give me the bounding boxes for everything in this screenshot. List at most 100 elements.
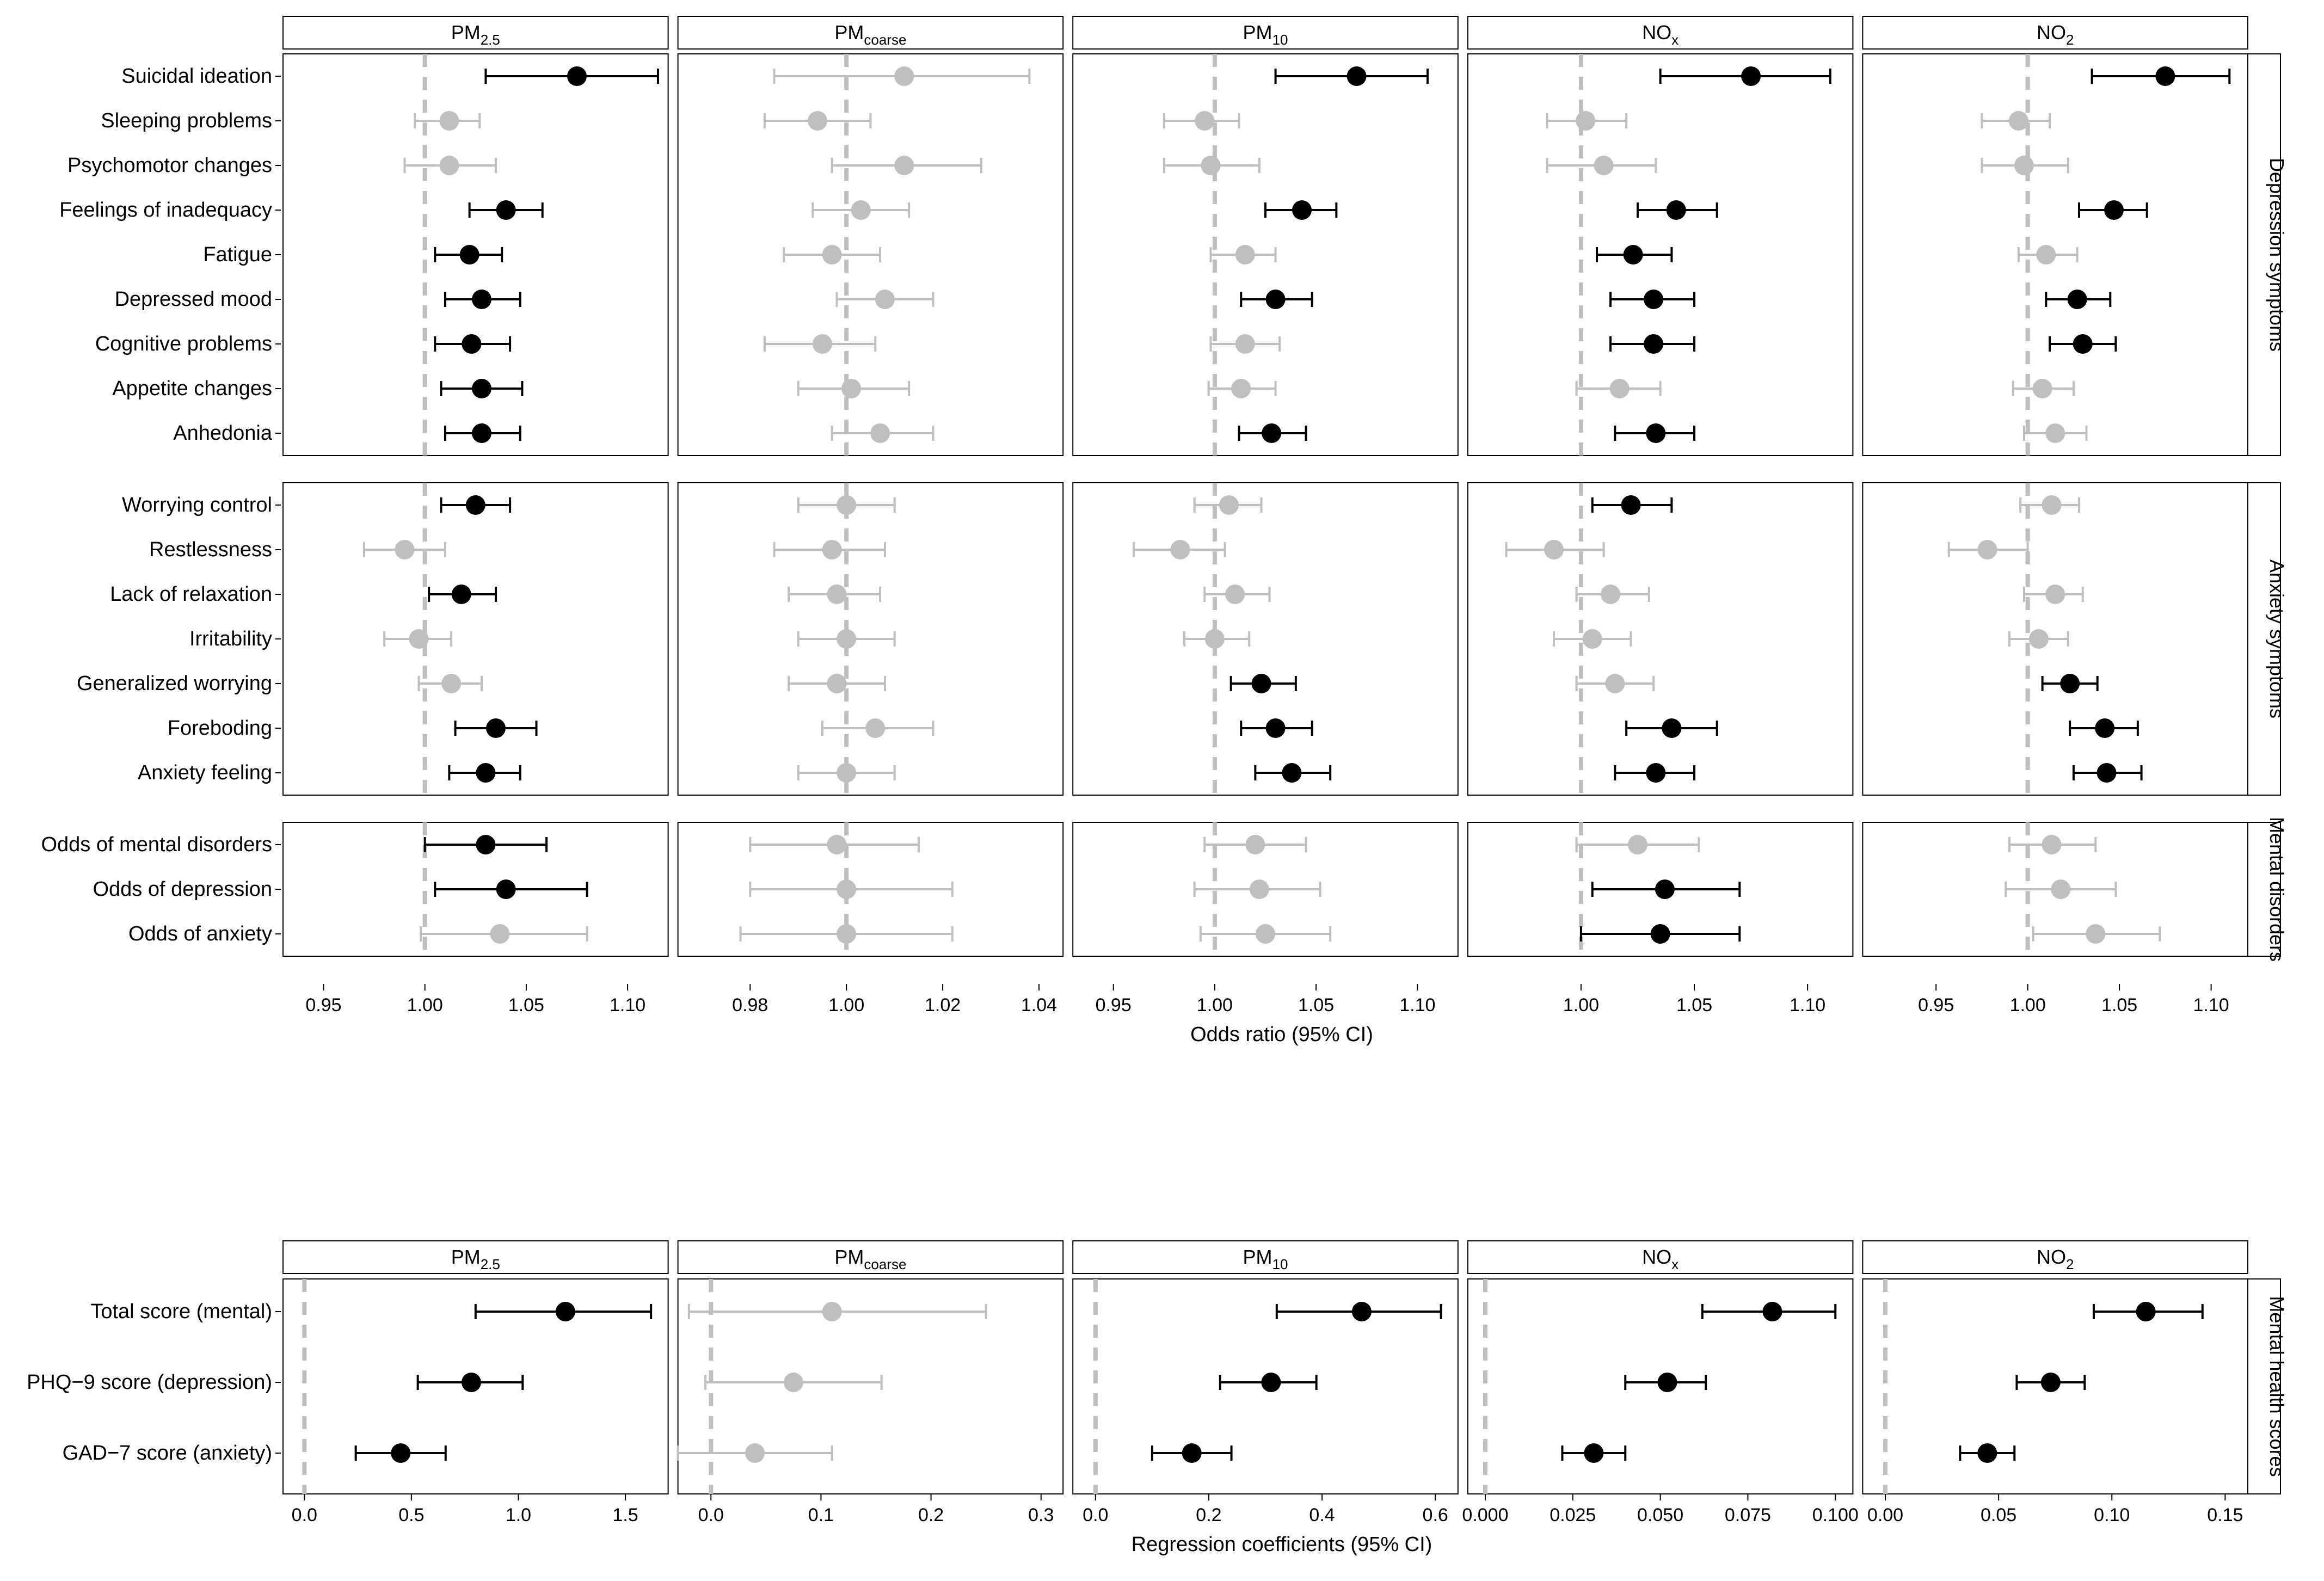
x-tick-label: 0.4: [1309, 1505, 1335, 1525]
point-estimate: [1231, 379, 1251, 398]
point-estimate: [2041, 1373, 2061, 1392]
point-estimate: [827, 585, 846, 604]
point-estimate: [1266, 290, 1286, 309]
point-estimate: [841, 379, 861, 398]
point-estimate: [822, 245, 842, 264]
pollutant-strip: PMcoarse: [834, 1246, 906, 1272]
point-estimate: [2097, 763, 2117, 783]
point-estimate: [1762, 1302, 1782, 1321]
x-tick-label: 1.05: [1298, 995, 1334, 1016]
x-tick-label: 0.0: [292, 1505, 317, 1525]
row-label: Total score (mental): [90, 1300, 272, 1323]
point-estimate: [1651, 924, 1670, 944]
point-estimate: [851, 200, 871, 220]
x-tick-label: 1.10: [2193, 995, 2229, 1016]
row-label: Psychomotor changes: [67, 154, 272, 177]
x-axis-label: Odds ratio (95% CI): [1190, 1023, 1373, 1046]
row-label: Depressed mood: [115, 288, 272, 311]
x-tick-label: 1.10: [610, 995, 645, 1016]
row-label: GAD−7 score (anxiety): [63, 1442, 272, 1465]
row-label: Restlessness: [149, 538, 272, 561]
point-estimate: [1352, 1302, 1372, 1321]
point-estimate: [1667, 200, 1686, 220]
row-label: Cognitive problems: [95, 333, 272, 355]
x-tick-label: 0.5: [398, 1505, 424, 1525]
point-estimate: [490, 924, 509, 944]
point-estimate: [894, 66, 914, 86]
point-estimate: [1219, 495, 1239, 515]
pollutant-strip: NO2: [2037, 21, 2074, 48]
point-estimate: [1646, 763, 1665, 783]
pollutant-strip: PM10: [1243, 1246, 1288, 1272]
x-tick-label: 1.10: [1399, 995, 1435, 1016]
row-label: Odds of mental disorders: [41, 833, 272, 856]
point-estimate: [813, 334, 832, 354]
point-estimate: [745, 1443, 765, 1463]
point-estimate: [1646, 423, 1665, 443]
point-estimate: [2086, 924, 2105, 944]
point-estimate: [556, 1302, 575, 1321]
point-estimate: [2073, 334, 2093, 354]
point-estimate: [1235, 245, 1255, 264]
row-label: Appetite changes: [112, 377, 272, 400]
point-estimate: [837, 763, 856, 783]
point-estimate: [391, 1443, 410, 1463]
row-label: Sleeping problems: [101, 109, 272, 132]
x-tick-label: 0.6: [1423, 1505, 1448, 1525]
x-tick-label: 1.05: [508, 995, 544, 1016]
point-estimate: [1605, 674, 1625, 693]
x-tick-label: 0.050: [1637, 1505, 1683, 1525]
point-estimate: [409, 629, 429, 649]
point-estimate: [1544, 540, 1564, 559]
point-estimate: [1644, 290, 1663, 309]
point-estimate: [2136, 1302, 2156, 1321]
point-estimate: [1182, 1443, 1202, 1463]
point-estimate: [822, 540, 842, 559]
point-estimate: [1171, 540, 1190, 559]
point-estimate: [2009, 111, 2028, 131]
point-estimate: [486, 718, 506, 738]
point-estimate: [1262, 423, 1281, 443]
point-estimate: [1584, 1443, 1603, 1463]
x-tick-label: 0.2: [918, 1505, 944, 1525]
point-estimate: [1594, 156, 1614, 175]
point-estimate: [1662, 718, 1681, 738]
right-strip-label: Mental disorders: [2266, 817, 2288, 962]
pollutant-strip: NOx: [1642, 21, 1679, 48]
row-label: Anxiety feeling: [138, 761, 272, 784]
point-estimate: [2036, 245, 2056, 264]
point-estimate: [1576, 111, 1595, 131]
point-estimate: [827, 835, 846, 854]
pollutant-strip: PMcoarse: [834, 21, 906, 48]
x-tick-label: 1.02: [925, 995, 961, 1016]
row-label: Feelings of inadequacy: [59, 199, 272, 222]
point-estimate: [837, 924, 856, 944]
x-tick-label: 0.3: [1028, 1505, 1054, 1525]
x-tick-label: 0.00: [1867, 1505, 1903, 1525]
x-tick-label: 1.00: [828, 995, 864, 1016]
point-estimate: [827, 674, 846, 693]
point-estimate: [472, 290, 491, 309]
point-estimate: [452, 585, 471, 604]
point-estimate: [1195, 111, 1214, 131]
point-estimate: [870, 423, 890, 443]
point-estimate: [1621, 495, 1640, 515]
point-estimate: [2095, 718, 2114, 738]
point-estimate: [460, 245, 479, 264]
row-label: Suicidal ideation: [121, 65, 272, 88]
x-tick-label: 0.075: [1725, 1505, 1771, 1525]
point-estimate: [1583, 629, 1602, 649]
point-estimate: [441, 674, 461, 693]
pollutant-strip: NOx: [1642, 1246, 1679, 1272]
point-estimate: [865, 718, 885, 738]
right-strip-label: Anxiety symptoms: [2266, 559, 2288, 718]
x-axis-label: Regression coefficients (95% CI): [1132, 1533, 1432, 1556]
x-tick-label: 0.10: [2094, 1505, 2130, 1525]
point-estimate: [1266, 718, 1286, 738]
x-tick-label: 0.98: [732, 995, 768, 1016]
point-estimate: [894, 156, 914, 175]
panel: [1468, 483, 1853, 795]
row-label: Generalized worrying: [77, 672, 272, 695]
x-tick-label: 0.15: [2207, 1505, 2243, 1525]
point-estimate: [1235, 334, 1255, 354]
